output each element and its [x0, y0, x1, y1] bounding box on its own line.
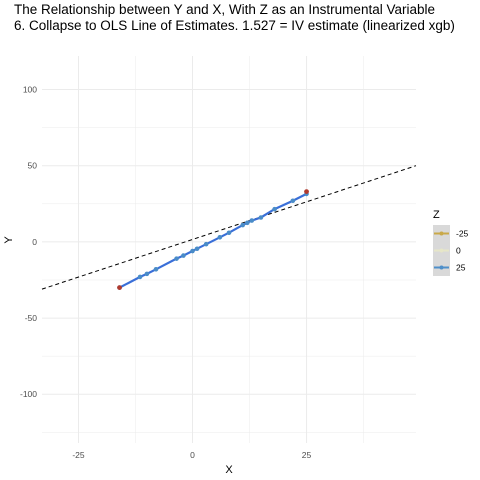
y-tick-label: -50 — [25, 313, 38, 323]
fitted-point — [249, 218, 255, 223]
legend-key-point — [439, 265, 444, 270]
fitted-point — [174, 256, 179, 261]
fitted-point — [190, 248, 195, 254]
fitted-point — [181, 253, 186, 258]
fitted-point — [144, 271, 150, 277]
legend-label: 0 — [456, 246, 461, 256]
x-tick-label: -25 — [72, 450, 85, 460]
chart-title: The Relationship between Y and X, With Z… — [14, 2, 435, 17]
fitted-point — [217, 235, 223, 240]
legend: Z -25 0 25 — [433, 209, 469, 276]
fitted-point — [290, 198, 296, 204]
x-axis-title: X — [225, 464, 233, 476]
fitted-point — [194, 246, 200, 252]
observed-point — [304, 189, 309, 195]
y-axis-title: Y — [3, 236, 15, 244]
observed-series-group — [117, 189, 309, 290]
observed-point — [117, 285, 122, 290]
y-tick-label: 0 — [32, 237, 37, 247]
fitted-series-group — [117, 191, 309, 290]
tick-labels: -25 0 25 -100 -50 0 50 100 — [20, 85, 312, 460]
fitted-point — [240, 222, 245, 228]
legend-key-point — [439, 248, 444, 253]
fitted-point — [244, 220, 250, 226]
y-tick-label: -100 — [20, 389, 37, 399]
y-tick-label: 50 — [28, 161, 38, 171]
chart-subtitle: 6. Collapse to OLS Line of Estimates. 1.… — [14, 18, 455, 33]
x-tick-label: 25 — [302, 450, 312, 460]
iv-estimate-line — [41, 165, 417, 290]
fitted-point — [203, 241, 209, 247]
fitted-point — [153, 267, 159, 272]
fitted-point — [137, 274, 143, 280]
grid-lines — [42, 56, 416, 443]
legend-label: 25 — [456, 263, 466, 273]
legend-key-point — [439, 231, 444, 236]
legend-label: -25 — [456, 229, 469, 239]
fitted-point — [226, 230, 232, 236]
legend-title: Z — [433, 209, 440, 221]
fitted-point — [272, 206, 277, 212]
iv-line-group — [41, 165, 417, 290]
y-tick-label: 100 — [23, 85, 37, 95]
fitted-point — [258, 215, 264, 220]
x-tick-label: 0 — [190, 450, 195, 460]
